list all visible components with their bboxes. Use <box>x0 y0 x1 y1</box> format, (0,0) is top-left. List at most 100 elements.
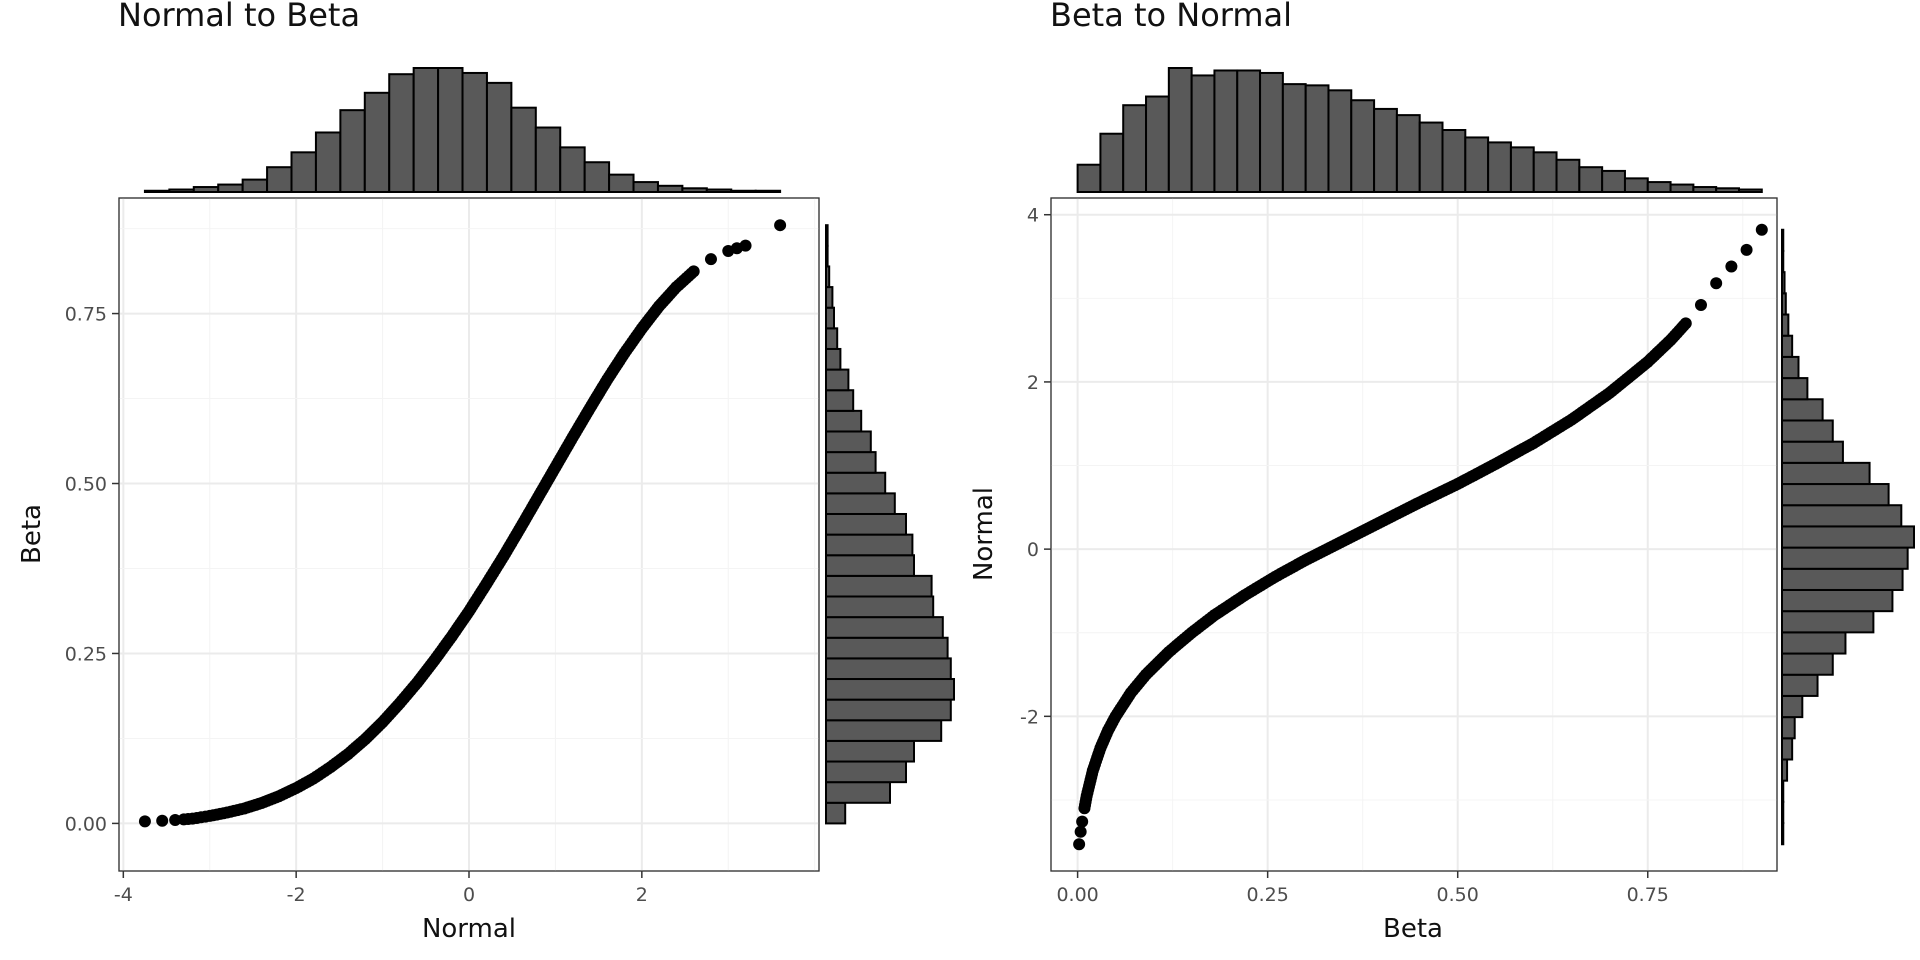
y-tick-label: 0.25 <box>65 643 107 665</box>
histogram-bar <box>217 183 244 193</box>
histogram-bar <box>825 739 915 763</box>
histogram-bar <box>1781 377 1809 401</box>
histogram-bar <box>363 91 391 193</box>
histogram-bar <box>1646 181 1672 194</box>
histogram-bar <box>1781 419 1834 443</box>
histogram-bar <box>1441 129 1467 193</box>
y-tick-label: 0.00 <box>65 813 107 835</box>
y-marginal-histogram <box>825 224 955 825</box>
histogram-bar <box>1781 758 1789 782</box>
histogram-bar <box>825 512 907 536</box>
x-axis-label: Normal <box>422 914 516 944</box>
histogram-bar <box>1781 355 1800 380</box>
y-tick-label: 0.50 <box>65 474 107 496</box>
data-point <box>1755 223 1768 236</box>
data-point <box>1740 243 1753 256</box>
x-axis: -4 -2 0 2 <box>114 871 648 906</box>
figure-normal-to-beta: Normal to Beta -4 -2 0 2 0.00 0.25 0.50 0.75 N… <box>17 0 955 944</box>
histogram-bar <box>437 67 464 193</box>
histogram-bar <box>1669 183 1695 193</box>
histogram-bar <box>1781 588 1894 613</box>
panel-border <box>1050 197 1778 872</box>
histogram-bar <box>825 781 891 804</box>
histogram-bar <box>1487 141 1512 193</box>
histogram-bar <box>1781 292 1787 316</box>
histogram-bar <box>825 471 887 495</box>
y-axis-label: Normal <box>969 487 999 581</box>
y-axis: -2 0 2 4 <box>1020 205 1051 728</box>
histogram-bar <box>825 451 877 474</box>
histogram-bar <box>632 181 659 194</box>
histogram-bar <box>825 760 907 784</box>
figure-beta-to-normal: Beta to Normal 0.00 0.25 0.50 0.75 -2 0 2 4 Be… <box>969 0 1915 944</box>
histogram-bar <box>1464 136 1490 194</box>
grid <box>119 198 819 871</box>
histogram-bar <box>825 327 839 350</box>
histogram-bar <box>1781 737 1794 761</box>
histogram-bar <box>266 166 293 193</box>
histogram-bar <box>1781 779 1785 803</box>
histogram-bar <box>825 636 949 660</box>
histogram-bar <box>1099 132 1125 193</box>
x-marginal-histogram <box>1076 67 1763 194</box>
data-point <box>1679 317 1692 330</box>
histogram-bar <box>705 188 733 194</box>
x-tick-label: 2 <box>636 884 648 906</box>
histogram-bar <box>1781 673 1819 697</box>
histogram-bar <box>1781 249 1785 274</box>
data-point <box>1710 277 1723 290</box>
histogram-bar <box>1418 121 1444 193</box>
histogram-bar <box>1692 186 1718 193</box>
data-point <box>704 253 717 266</box>
histogram-bar <box>730 189 757 193</box>
histogram-bar <box>1601 169 1626 193</box>
histogram-bar <box>825 430 872 454</box>
histogram-bar <box>168 188 195 194</box>
histogram-bar <box>1145 95 1170 193</box>
histogram-bar <box>825 719 943 742</box>
histogram-bar <box>825 244 829 268</box>
histogram-bar <box>388 73 415 193</box>
x-axis-label: Beta <box>1383 914 1443 944</box>
histogram-bar <box>825 347 842 371</box>
y-tick-label: 4 <box>1027 205 1039 227</box>
histogram-bar <box>754 189 782 193</box>
histogram-bar <box>339 109 366 193</box>
scatter-points <box>138 219 787 828</box>
y-tick-label: 2 <box>1027 372 1039 394</box>
histogram-bar <box>1122 104 1148 193</box>
histogram-bar <box>825 554 915 577</box>
histogram-bar <box>1555 158 1581 193</box>
y-marginal-histogram <box>1781 228 1915 846</box>
histogram-bar <box>1076 163 1102 194</box>
histogram-bar <box>510 106 537 193</box>
histogram-bar <box>1781 546 1909 570</box>
data-point <box>687 265 700 278</box>
histogram-bar <box>1737 188 1763 194</box>
histogram-bar <box>1781 398 1824 422</box>
histogram-bar <box>485 81 513 193</box>
x-tick-label: 0.50 <box>1437 884 1479 906</box>
histogram-bar <box>656 184 684 194</box>
histogram-bar <box>1781 271 1786 295</box>
histogram-bar <box>1395 114 1421 193</box>
histogram-bar <box>1350 99 1376 193</box>
histogram-bar <box>1578 166 1604 193</box>
histogram-bar <box>559 146 586 193</box>
histogram-bar <box>1281 83 1307 193</box>
histogram-bar <box>143 189 171 193</box>
x-axis: 0.00 0.25 0.50 0.75 <box>1056 871 1669 906</box>
histogram-bar <box>1781 631 1847 655</box>
histogram-bar <box>825 801 847 825</box>
data-point <box>739 239 752 252</box>
histogram-bar <box>825 265 831 289</box>
histogram-bar <box>1781 822 1785 846</box>
histogram-bar <box>1236 69 1262 193</box>
histogram-bar <box>1781 504 1903 528</box>
histogram-bar <box>1167 67 1193 193</box>
histogram-bar <box>825 224 829 247</box>
histogram-bar <box>1781 440 1844 464</box>
histogram-bar <box>1373 107 1398 193</box>
x-tick-label: 0 <box>463 884 475 906</box>
histogram-bar <box>1623 177 1649 194</box>
